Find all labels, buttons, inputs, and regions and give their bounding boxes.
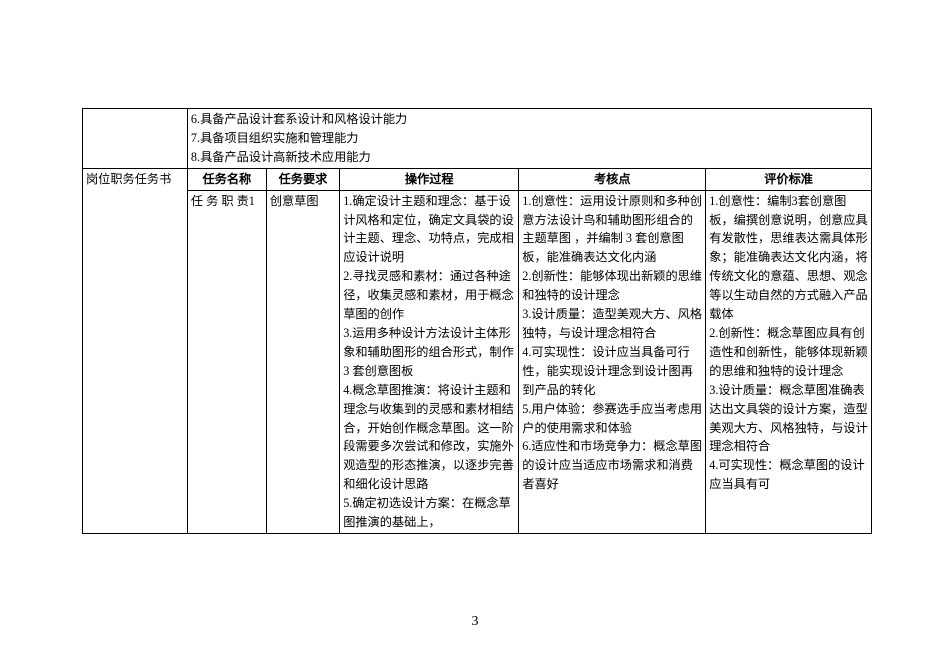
header-criteria: 评价标准 xyxy=(706,168,872,190)
capability-8: 8.具备产品设计高新技术应用能力 xyxy=(191,148,868,167)
criteria-cell: 1.创意性：编制3套创意图板，编撰创意说明，创意应具有发散性，思维表达需具体形象… xyxy=(706,190,872,533)
page-number: 3 xyxy=(0,614,950,630)
task-name-cell: 任 务 职 责1 xyxy=(187,190,266,533)
section-label: 岗位职务任务书 xyxy=(83,168,188,533)
header-operation: 操作过程 xyxy=(340,168,519,190)
capabilities-cell: 6.具备产品设计套系设计和风格设计能力 7.具备项目组织实施和管理能力 8.具备… xyxy=(187,109,871,169)
operation-cell: 1.确定设计主题和理念：基于设计风格和定位，确定文具袋的设计主题、理念、功特点，… xyxy=(340,190,519,533)
capability-6: 6.具备产品设计套系设计和风格设计能力 xyxy=(191,110,868,129)
header-row: 岗位职务任务书 任务名称 任务要求 操作过程 考核点 评价标准 xyxy=(83,168,872,190)
job-task-table: 6.具备产品设计套系设计和风格设计能力 7.具备项目组织实施和管理能力 8.具备… xyxy=(82,108,872,534)
content-row: 任 务 职 责1 创意草图 1.确定设计主题和理念：基于设计风格和定位，确定文具… xyxy=(83,190,872,533)
header-task-name: 任务名称 xyxy=(187,168,266,190)
capabilities-label-cell xyxy=(83,109,188,169)
header-checkpoint: 考核点 xyxy=(519,168,706,190)
header-task-req: 任务要求 xyxy=(266,168,339,190)
checkpoint-cell: 1.创意性：运用设计原则和多种创意方法设计鸟和辅助图形组合的主题草图 ，并编制 … xyxy=(519,190,706,533)
task-req-cell: 创意草图 xyxy=(266,190,339,533)
capability-7: 7.具备项目组织实施和管理能力 xyxy=(191,129,868,148)
capabilities-row: 6.具备产品设计套系设计和风格设计能力 7.具备项目组织实施和管理能力 8.具备… xyxy=(83,109,872,169)
